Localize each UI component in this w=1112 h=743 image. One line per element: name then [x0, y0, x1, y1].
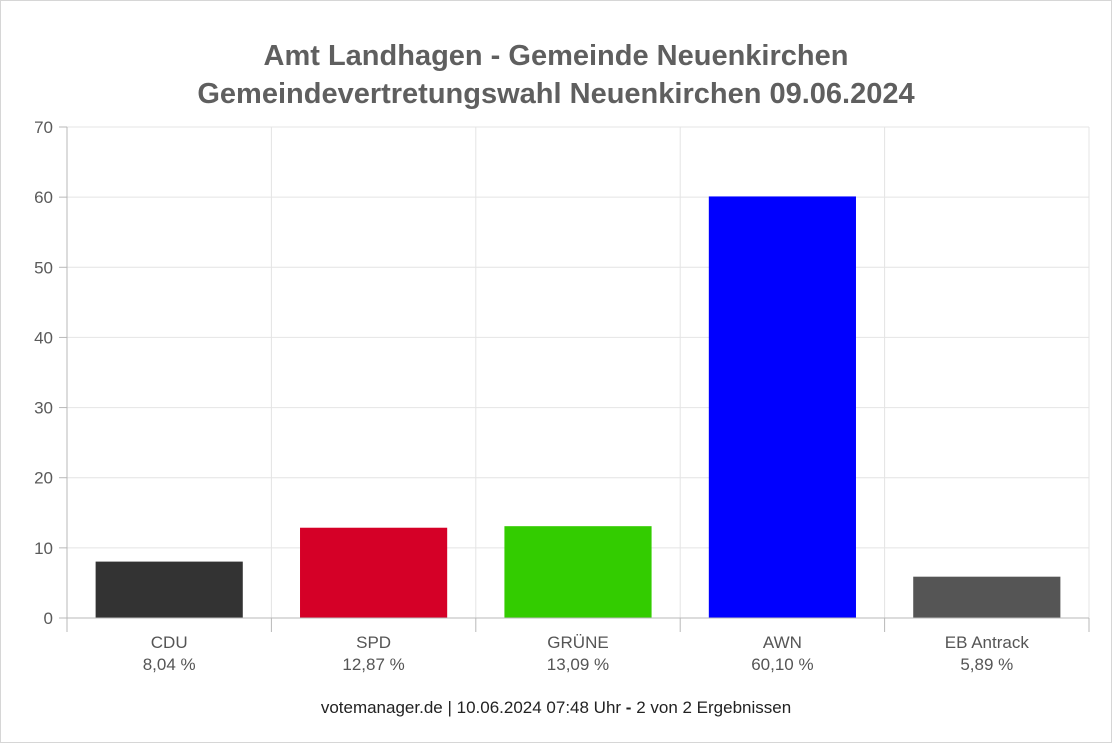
- category-label: EB Antrack: [945, 633, 1030, 652]
- bar-spd: [300, 527, 448, 618]
- footer-timestamp: 10.06.2024 07:48 Uhr: [456, 698, 622, 717]
- chart-title-line-1: Amt Landhagen - Gemeinde Neuenkirchen: [263, 40, 849, 72]
- chart-title: Amt Landhagen - Gemeinde Neuenkirchen Ge…: [1, 37, 1111, 113]
- footer-dash: -: [621, 698, 637, 717]
- category-label: GRÜNE: [547, 633, 608, 652]
- y-tick-label: 40: [34, 328, 53, 347]
- chart-title-line-2: Gemeindevertretungswahl Neuenkirchen 09.…: [197, 78, 915, 110]
- value-label: 60,10 %: [751, 655, 813, 674]
- bar-gr-ne: [504, 526, 652, 618]
- value-label: 8,04 %: [143, 655, 196, 674]
- bar-cdu: [95, 561, 243, 618]
- value-label: 13,09 %: [547, 655, 609, 674]
- y-tick-label: 50: [34, 258, 53, 277]
- footer-source: votemanager.de: [320, 698, 443, 717]
- value-label: 12,87 %: [342, 655, 404, 674]
- bar-eb-antrack: [913, 576, 1061, 618]
- y-tick-label: 60: [34, 188, 53, 207]
- chart-footer: votemanager.de | 10.06.2024 07:48 Uhr - …: [1, 698, 1111, 718]
- y-tick-label: 30: [34, 399, 53, 418]
- y-tick-label: 10: [34, 539, 53, 558]
- value-label: 5,89 %: [960, 655, 1013, 674]
- y-tick-label: 70: [34, 118, 53, 137]
- category-label: AWN: [763, 633, 802, 652]
- footer-results: 2 von 2 Ergebnissen: [636, 698, 792, 717]
- category-label: CDU: [151, 633, 188, 652]
- y-tick-label: 0: [44, 609, 53, 628]
- bar-awn: [708, 196, 856, 619]
- category-label: SPD: [356, 633, 391, 652]
- footer-separator: |: [442, 698, 457, 717]
- y-tick-label: 20: [34, 469, 53, 488]
- bar-chart: 0 10 20 30 40 50 60 70 CDU 8,04 % SPD 12,87 % GRÜNE 1…: [34, 118, 1090, 674]
